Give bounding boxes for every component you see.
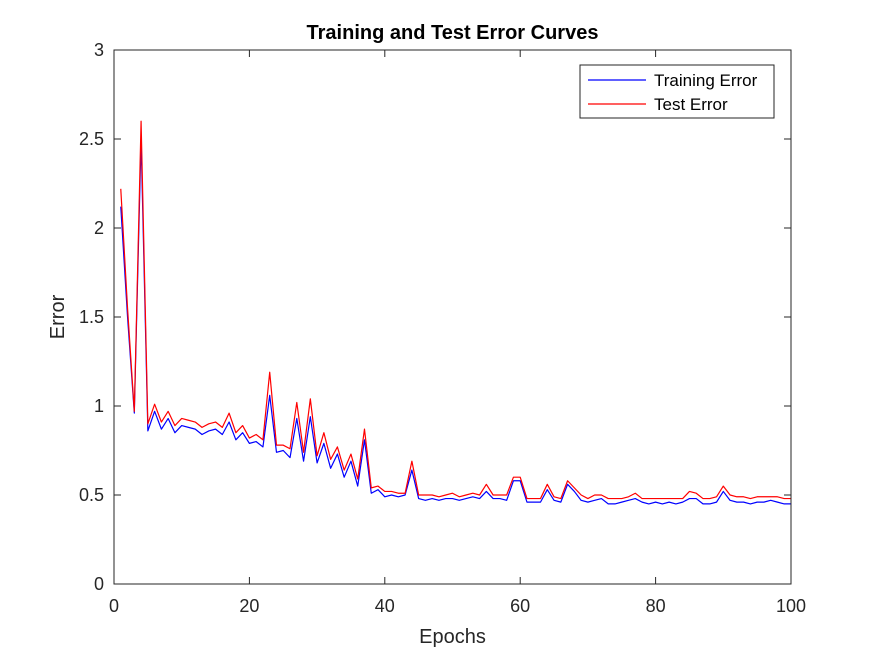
- y-tick-label: 1: [94, 396, 104, 416]
- x-tick-label: 100: [776, 596, 806, 616]
- chart-title: Training and Test Error Curves: [307, 22, 599, 44]
- legend: Training Error Test Error: [579, 64, 775, 119]
- x-tick-label: 60: [510, 596, 530, 616]
- y-tick-label: 2: [94, 218, 104, 238]
- y-tick-label: 3: [94, 40, 104, 60]
- x-tick-label: 80: [646, 596, 666, 616]
- x-tick-label: 0: [109, 596, 119, 616]
- series-layer: [120, 120, 791, 505]
- legend-label-training-error: Training Error: [654, 71, 758, 90]
- legend-box: [579, 64, 775, 119]
- y-tick-label: 2.5: [79, 129, 104, 149]
- series-line-test-error: [120, 120, 791, 500]
- y-axis-label: Error: [47, 294, 69, 339]
- legend-label-test-error: Test Error: [654, 95, 728, 114]
- plot-area: [114, 50, 791, 584]
- y-tick-label: 0: [94, 574, 104, 594]
- y-tick-label: 0.5: [79, 485, 104, 505]
- x-tick-label: 20: [239, 596, 259, 616]
- y-tick-label: 1.5: [79, 307, 104, 327]
- x-axis-label: Epochs: [419, 626, 486, 648]
- series-line-training-error: [120, 138, 791, 505]
- tick-layer: 0 20 40 60 80 100 0 0.5 1 1.5 2 2.5 3: [79, 40, 806, 616]
- x-tick-label: 40: [375, 596, 395, 616]
